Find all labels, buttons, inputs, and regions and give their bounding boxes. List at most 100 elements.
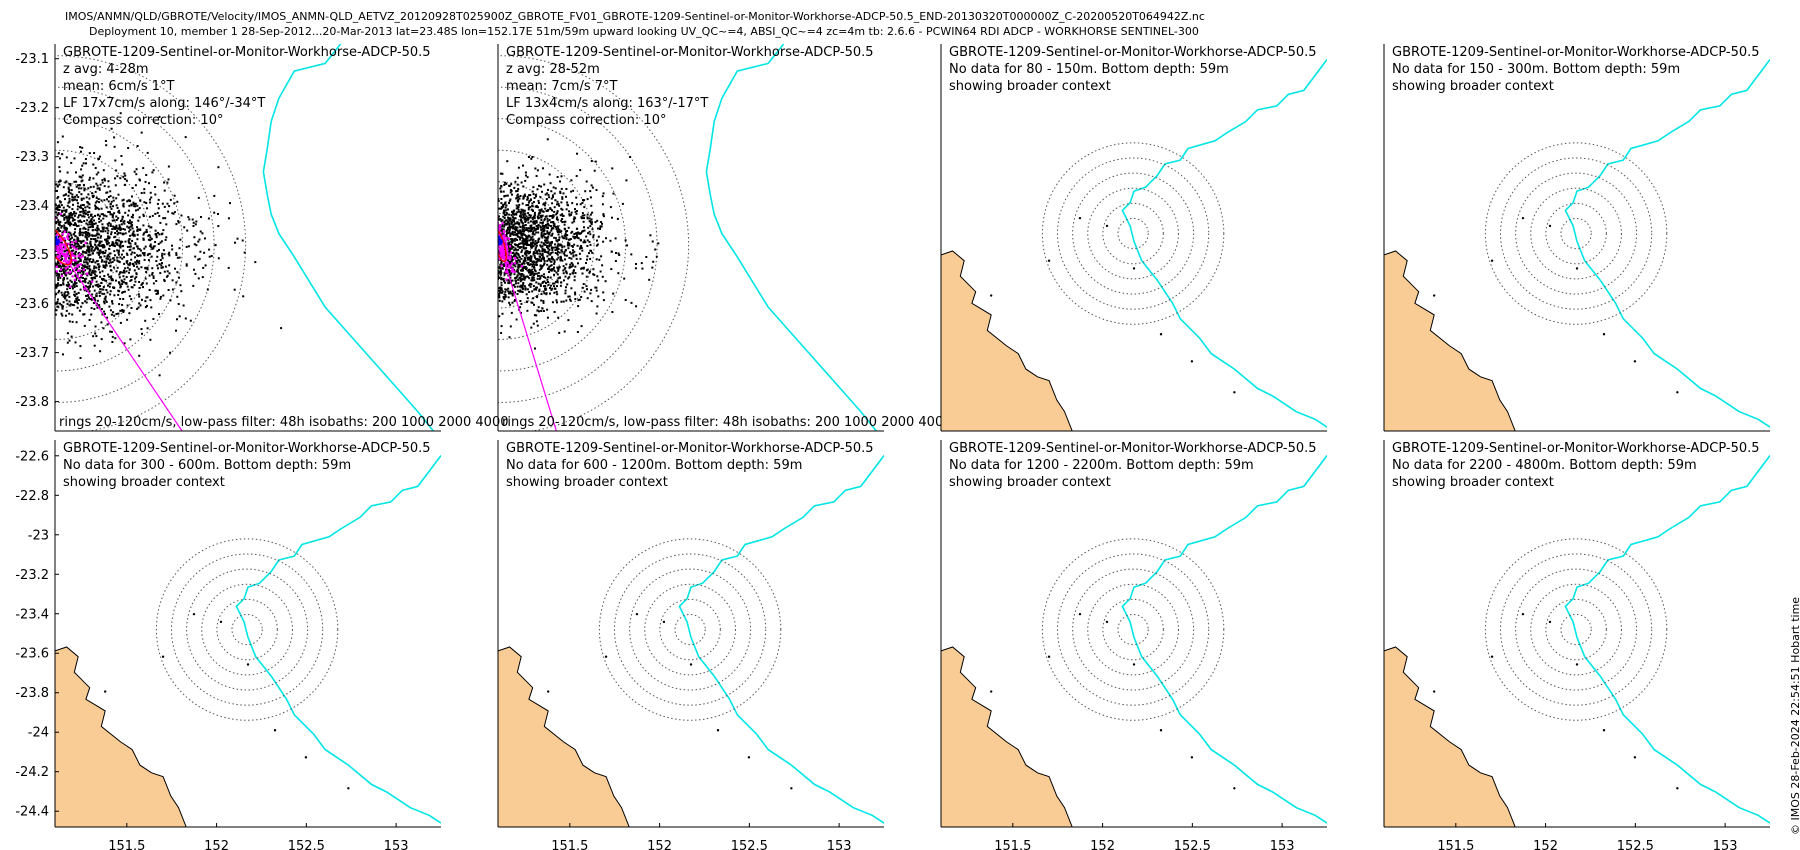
raw-point xyxy=(492,254,494,256)
raw-point xyxy=(81,240,84,243)
raw-point xyxy=(473,232,475,234)
raw-point xyxy=(107,273,110,276)
lowpass-point xyxy=(48,230,50,232)
raw-point xyxy=(485,264,487,266)
raw-point xyxy=(18,243,20,245)
lowpass-point xyxy=(66,255,69,258)
raw-point xyxy=(439,166,441,168)
raw-point xyxy=(52,229,54,231)
raw-point xyxy=(79,345,82,348)
raw-point xyxy=(454,287,456,289)
raw-point xyxy=(29,271,31,273)
raw-point xyxy=(524,224,527,226)
raw-point xyxy=(113,219,116,222)
raw-point xyxy=(94,214,96,217)
raw-point xyxy=(94,284,97,287)
raw-point xyxy=(487,274,489,276)
raw-point xyxy=(455,247,457,249)
raw-point xyxy=(440,275,442,277)
raw-point xyxy=(420,238,422,240)
raw-point xyxy=(77,220,80,223)
raw-point xyxy=(462,234,464,236)
raw-point xyxy=(58,262,61,265)
raw-point xyxy=(388,206,390,208)
raw-point xyxy=(77,291,80,294)
raw-point xyxy=(133,234,136,237)
raw-point xyxy=(524,229,527,232)
raw-point xyxy=(52,294,54,296)
raw-point xyxy=(520,181,523,184)
raw-point xyxy=(20,225,22,227)
raw-point xyxy=(115,313,118,315)
raw-point xyxy=(526,197,529,200)
raw-point xyxy=(155,260,158,263)
raw-point xyxy=(3,166,5,168)
raw-point xyxy=(148,289,151,291)
raw-point xyxy=(107,180,110,183)
raw-point xyxy=(39,195,41,197)
raw-point xyxy=(97,244,100,247)
raw-point xyxy=(83,189,86,192)
raw-point xyxy=(609,239,612,242)
lowpass-point xyxy=(56,245,59,248)
raw-point xyxy=(0,172,1,174)
raw-point xyxy=(480,225,482,227)
raw-point xyxy=(421,206,423,208)
raw-point xyxy=(152,318,155,320)
raw-point xyxy=(140,131,143,134)
raw-point xyxy=(118,209,121,212)
lowpass-point xyxy=(47,244,49,246)
raw-point xyxy=(461,201,463,203)
raw-point xyxy=(519,242,522,245)
raw-point xyxy=(501,312,504,315)
raw-point xyxy=(38,242,40,244)
raw-point xyxy=(540,185,542,188)
raw-point xyxy=(117,210,120,213)
raw-point xyxy=(109,290,112,293)
raw-point xyxy=(72,223,75,226)
raw-point xyxy=(4,269,6,271)
raw-point xyxy=(46,321,48,323)
raw-point xyxy=(11,254,13,256)
raw-point xyxy=(440,278,442,280)
raw-point xyxy=(43,279,45,281)
raw-point xyxy=(10,226,12,228)
raw-point xyxy=(60,204,63,207)
raw-point xyxy=(88,232,91,235)
raw-point xyxy=(7,317,9,319)
raw-point xyxy=(383,183,385,185)
raw-point xyxy=(46,270,48,272)
raw-point xyxy=(457,287,459,289)
raw-point xyxy=(57,305,60,308)
raw-point xyxy=(65,299,68,302)
raw-point xyxy=(122,281,125,284)
raw-point xyxy=(495,264,497,266)
raw-point xyxy=(0,161,2,163)
raw-point xyxy=(45,233,47,235)
raw-point xyxy=(537,271,540,274)
raw-point xyxy=(119,232,122,235)
raw-point xyxy=(90,249,93,252)
raw-point xyxy=(81,204,84,206)
raw-point xyxy=(155,234,158,237)
raw-point xyxy=(80,270,82,272)
raw-point xyxy=(78,191,81,194)
raw-point xyxy=(454,233,456,235)
raw-point xyxy=(514,299,516,301)
raw-point xyxy=(22,168,24,170)
raw-point xyxy=(580,296,583,298)
raw-point xyxy=(456,285,458,287)
lowpass-point xyxy=(45,245,47,247)
raw-point xyxy=(98,244,101,247)
raw-point xyxy=(416,251,418,253)
lowpass-point xyxy=(47,236,49,238)
raw-point xyxy=(0,267,1,269)
raw-point xyxy=(108,244,111,247)
raw-point xyxy=(567,226,570,229)
raw-point xyxy=(98,242,101,245)
raw-point xyxy=(39,242,41,244)
raw-point xyxy=(46,270,48,272)
raw-point xyxy=(546,230,549,233)
raw-point xyxy=(162,217,165,220)
raw-point xyxy=(7,229,9,231)
